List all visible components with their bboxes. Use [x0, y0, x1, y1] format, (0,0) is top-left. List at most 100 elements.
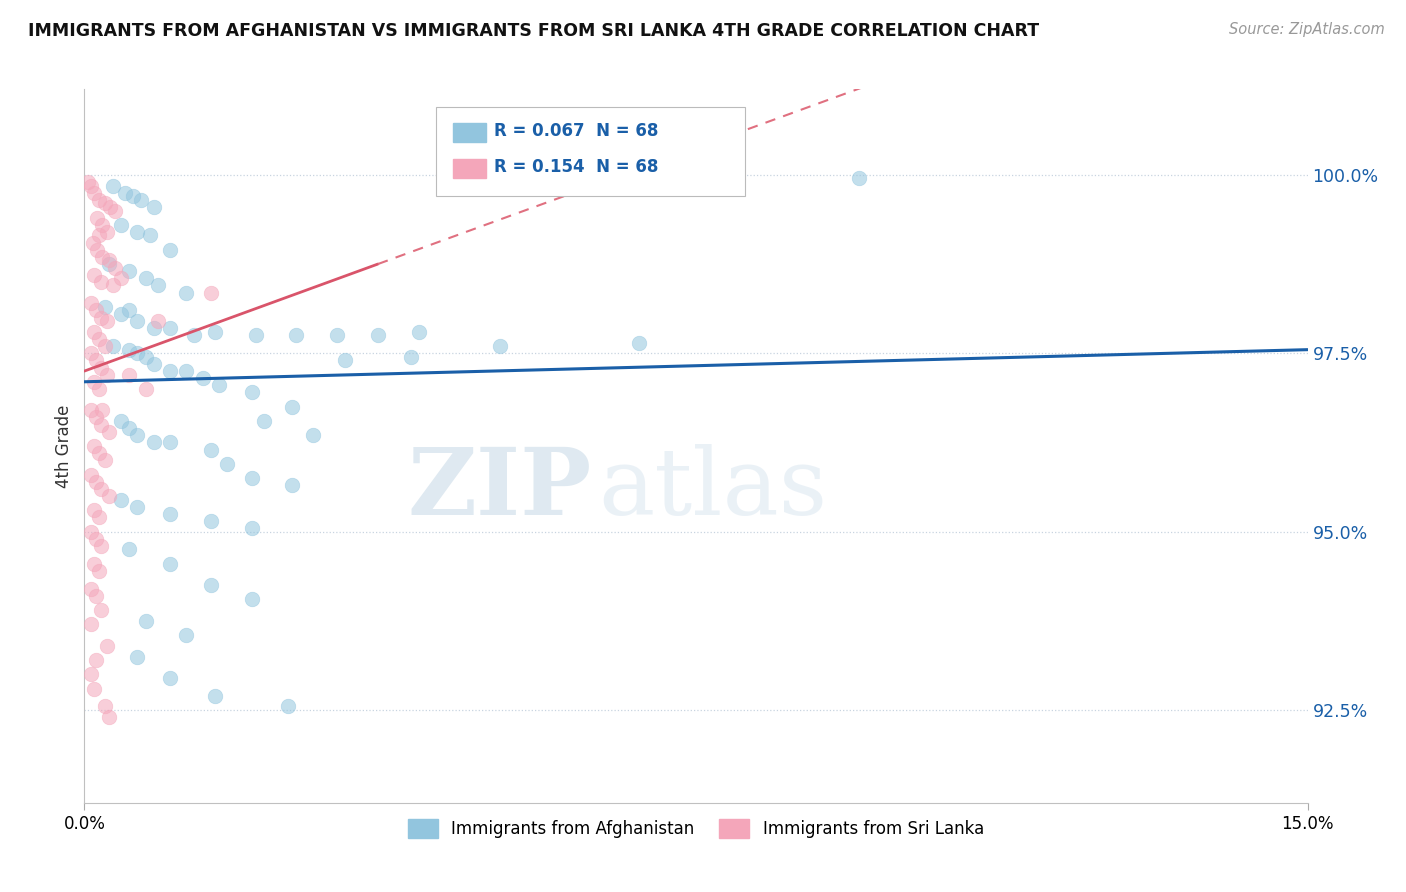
- Point: [118, 421, 141, 435]
- Point: [82, 235, 104, 250]
- Point: [87, 332, 110, 346]
- Point: [90, 482, 112, 496]
- Text: R = 0.154  N = 68: R = 0.154 N = 68: [494, 158, 658, 176]
- Point: [118, 542, 141, 557]
- Point: [127, 500, 149, 514]
- Point: [253, 414, 276, 428]
- Point: [200, 442, 222, 457]
- Point: [240, 385, 263, 400]
- Legend: Immigrants from Afghanistan, Immigrants from Sri Lanka: Immigrants from Afghanistan, Immigrants …: [401, 812, 991, 845]
- Text: ZIP: ZIP: [408, 444, 592, 533]
- Point: [84, 410, 107, 425]
- Point: [93, 339, 115, 353]
- Point: [159, 557, 181, 571]
- Point: [80, 296, 103, 310]
- Point: [191, 371, 214, 385]
- Point: [159, 507, 181, 521]
- Point: [91, 403, 114, 417]
- Point: [110, 218, 132, 232]
- Point: [122, 189, 145, 203]
- Point: [335, 353, 357, 368]
- Point: [217, 457, 239, 471]
- Point: [77, 175, 100, 189]
- Point: [83, 681, 105, 696]
- Point: [84, 303, 107, 318]
- Point: [97, 710, 120, 724]
- Point: [183, 328, 205, 343]
- Point: [204, 689, 226, 703]
- Point: [240, 471, 263, 485]
- Text: atlas: atlas: [598, 444, 827, 533]
- Point: [90, 539, 112, 553]
- Point: [135, 382, 157, 396]
- Point: [159, 321, 181, 335]
- Point: [83, 186, 105, 200]
- Point: [93, 699, 115, 714]
- Point: [86, 243, 108, 257]
- Point: [80, 178, 103, 193]
- Point: [110, 307, 132, 321]
- Point: [83, 503, 105, 517]
- Point: [101, 178, 124, 193]
- Point: [200, 285, 222, 300]
- Point: [80, 467, 103, 482]
- Point: [281, 478, 304, 492]
- Point: [110, 271, 132, 285]
- Point: [135, 614, 157, 628]
- Point: [399, 350, 422, 364]
- Point: [135, 350, 157, 364]
- Point: [301, 428, 323, 442]
- Point: [200, 514, 222, 528]
- Point: [281, 400, 304, 414]
- Point: [142, 321, 165, 335]
- Point: [159, 364, 181, 378]
- Point: [204, 325, 226, 339]
- Point: [146, 278, 169, 293]
- Point: [110, 414, 132, 428]
- Point: [104, 260, 127, 275]
- Point: [93, 300, 115, 314]
- Point: [90, 275, 112, 289]
- Point: [93, 453, 115, 467]
- Point: [96, 639, 118, 653]
- Point: [83, 325, 105, 339]
- Point: [101, 278, 124, 293]
- Point: [200, 578, 222, 592]
- Point: [142, 435, 165, 450]
- Point: [174, 364, 197, 378]
- Text: Source: ZipAtlas.com: Source: ZipAtlas.com: [1229, 22, 1385, 37]
- Point: [118, 264, 141, 278]
- Point: [84, 532, 107, 546]
- Point: [83, 268, 105, 282]
- Point: [127, 314, 149, 328]
- Point: [80, 524, 103, 539]
- Point: [326, 328, 349, 343]
- Text: IMMIGRANTS FROM AFGHANISTAN VS IMMIGRANTS FROM SRI LANKA 4TH GRADE CORRELATION C: IMMIGRANTS FROM AFGHANISTAN VS IMMIGRANT…: [28, 22, 1039, 40]
- Point: [84, 653, 107, 667]
- Point: [83, 557, 105, 571]
- Point: [84, 353, 107, 368]
- Point: [97, 257, 120, 271]
- Text: R = 0.067  N = 68: R = 0.067 N = 68: [494, 122, 658, 140]
- Point: [80, 617, 103, 632]
- Point: [127, 428, 149, 442]
- Point: [87, 564, 110, 578]
- Point: [90, 310, 112, 325]
- Point: [489, 339, 512, 353]
- Point: [277, 699, 299, 714]
- Point: [159, 435, 181, 450]
- Point: [367, 328, 389, 343]
- Point: [146, 314, 169, 328]
- Point: [127, 346, 149, 360]
- Point: [87, 193, 110, 207]
- Point: [110, 492, 132, 507]
- Point: [127, 225, 149, 239]
- Point: [91, 218, 114, 232]
- Y-axis label: 4th Grade: 4th Grade: [55, 404, 73, 488]
- Point: [240, 521, 263, 535]
- Point: [80, 667, 103, 681]
- Point: [83, 439, 105, 453]
- Point: [84, 475, 107, 489]
- Point: [114, 186, 136, 200]
- Point: [87, 510, 110, 524]
